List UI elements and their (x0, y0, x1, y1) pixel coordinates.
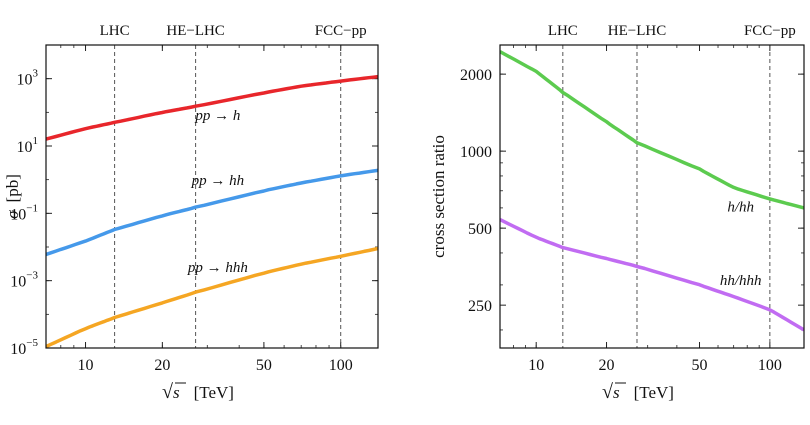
collider-label: FCC−pp (315, 23, 367, 39)
x-tick-label: 100 (758, 357, 782, 374)
y-tick-label: 103 (17, 68, 39, 89)
collider-label: FCC−pp (744, 23, 796, 39)
x-axis-title: √s [TeV] (162, 381, 234, 403)
x-tick-label: 20 (599, 357, 615, 374)
series-label: pp → h (194, 108, 240, 124)
series-label: pp → hhh (187, 260, 248, 276)
x-tick-label: 20 (154, 357, 170, 374)
plot-frame (499, 44, 805, 349)
collider-label: LHC (548, 23, 578, 39)
x-tick-label: 50 (256, 357, 272, 374)
y-tick-label: 10−1 (10, 202, 38, 223)
x-tick-label: 50 (692, 357, 708, 374)
series-label: pp → hh (191, 173, 245, 189)
collider-label: HE−LHC (166, 23, 224, 39)
y-tick-label: 101 (17, 135, 39, 156)
plot-frame (45, 44, 379, 349)
series-line (46, 74, 378, 141)
collider-label: LHC (100, 23, 130, 39)
y-tick-label: 250 (468, 298, 492, 315)
y-tick-label: 2000 (460, 67, 492, 84)
x-tick-label: 10 (528, 357, 544, 374)
series-label: hh/hhh (720, 273, 762, 289)
chart-panel-left: 10 20 50 100 10−5 10−3 10−1 101 103 LHC HE−LHC FCC−… (3, 23, 379, 403)
y-tick-label: 10−5 (10, 337, 38, 358)
chart-panel-right: 10 20 50 100 250 500 1000 2000 LHC HE−LHC FCC−pp h/… (429, 23, 805, 403)
series-line (500, 50, 804, 210)
y-tick-label: 1000 (460, 144, 492, 161)
x-tick-label: 10 (78, 357, 94, 374)
x-axis-title: √s [TeV] (602, 381, 674, 403)
y-axis-title: cross section ratio (429, 135, 448, 258)
series-line (46, 168, 378, 257)
y-axis-title: σ[pb] (3, 174, 22, 219)
series-line (500, 218, 804, 332)
series-label: h/hh (727, 200, 754, 216)
collider-label: HE−LHC (608, 23, 666, 39)
y-tick-label: 10−3 (10, 270, 38, 291)
series-line (46, 246, 378, 348)
x-tick-label: 100 (329, 357, 353, 374)
y-tick-label: 500 (468, 221, 492, 238)
